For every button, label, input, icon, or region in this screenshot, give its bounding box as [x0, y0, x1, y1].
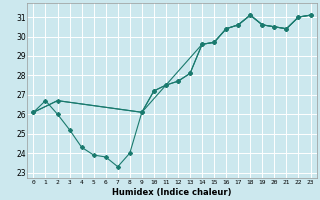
X-axis label: Humidex (Indice chaleur): Humidex (Indice chaleur)	[112, 188, 232, 197]
